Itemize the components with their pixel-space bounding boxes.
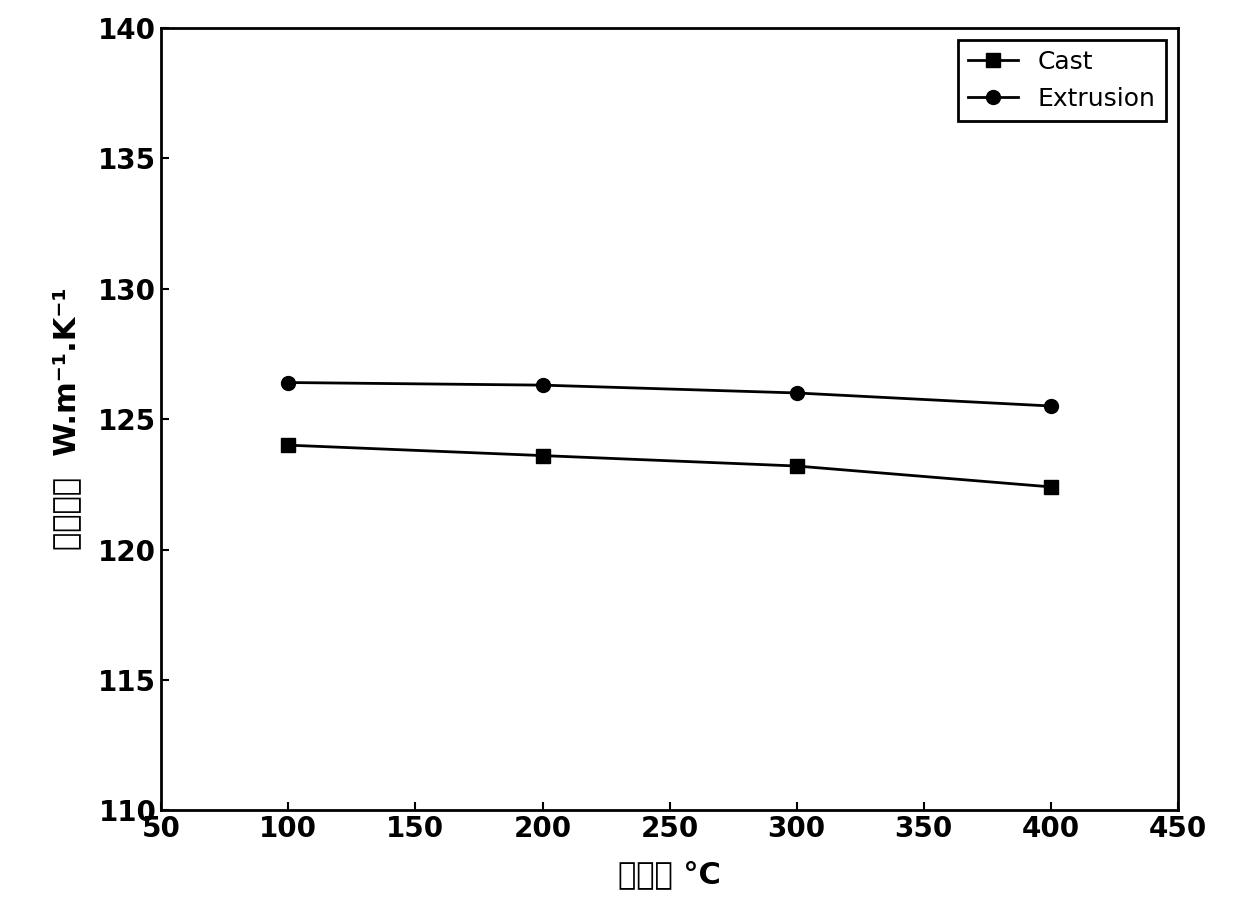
Extrusion: [536, 379, 551, 391]
Cast: [789, 460, 804, 472]
Cast: [536, 450, 551, 461]
Line: Cast: Cast: [281, 438, 1058, 494]
Extrusion: [280, 377, 296, 388]
Extrusion: [789, 388, 804, 399]
Extrusion: [1044, 401, 1059, 412]
Cast: [1044, 482, 1059, 493]
X-axis label: 温度， °C: 温度， °C: [619, 860, 720, 889]
Y-axis label: 热导率，  W.m⁻¹.K⁻¹: 热导率， W.m⁻¹.K⁻¹: [52, 287, 82, 551]
Cast: [280, 439, 296, 450]
Legend: Cast, Extrusion: Cast, Extrusion: [957, 41, 1166, 121]
Line: Extrusion: Extrusion: [281, 376, 1058, 413]
